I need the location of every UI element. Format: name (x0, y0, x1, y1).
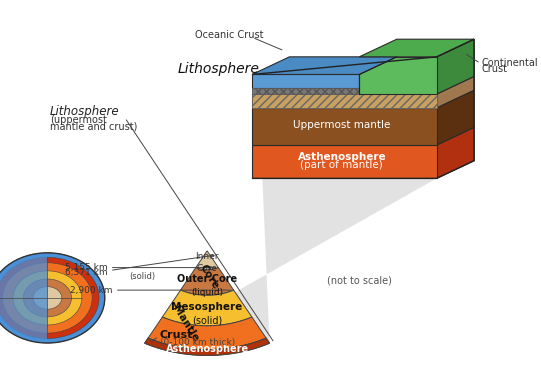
Polygon shape (437, 127, 474, 178)
Text: Core: Core (197, 264, 217, 273)
Text: (liquid): (liquid) (191, 288, 223, 297)
Polygon shape (0, 253, 48, 343)
Circle shape (0, 253, 105, 343)
Text: 5,155 km: 5,155 km (65, 263, 107, 272)
Text: (part of mantle): (part of mantle) (300, 160, 383, 170)
Text: Lithosphere: Lithosphere (50, 105, 120, 118)
Polygon shape (144, 338, 269, 356)
Text: 2,900 km: 2,900 km (70, 286, 113, 295)
Text: Continental: Continental (481, 58, 538, 68)
Text: Uppermost mantle: Uppermost mantle (293, 120, 391, 131)
Polygon shape (196, 251, 219, 270)
Polygon shape (148, 317, 266, 350)
Text: (not to scale): (not to scale) (327, 275, 392, 285)
Text: Crust: Crust (160, 330, 193, 340)
Polygon shape (252, 57, 397, 74)
Circle shape (33, 287, 62, 309)
Text: (solid): (solid) (129, 272, 155, 281)
Polygon shape (359, 57, 437, 94)
Circle shape (0, 258, 99, 339)
Text: Mesosphere: Mesosphere (171, 301, 243, 312)
Text: (solid): (solid) (192, 315, 222, 325)
Polygon shape (144, 171, 437, 343)
Text: Oceanic Crust: Oceanic Crust (195, 30, 264, 40)
Text: (0-100 km thick): (0-100 km thick) (160, 338, 235, 347)
Text: Crust: Crust (481, 64, 507, 74)
Polygon shape (437, 90, 474, 145)
Text: Outer Core: Outer Core (177, 274, 237, 284)
Text: mantle and crust): mantle and crust) (50, 121, 137, 131)
Text: Asthenosphere: Asthenosphere (166, 344, 249, 354)
Polygon shape (162, 290, 252, 326)
Polygon shape (359, 39, 474, 57)
Text: Mantle: Mantle (170, 304, 200, 343)
Text: Core: Core (198, 263, 221, 291)
Circle shape (3, 263, 92, 333)
Polygon shape (437, 39, 474, 94)
Polygon shape (252, 88, 359, 94)
Text: Inner: Inner (195, 252, 219, 261)
Text: (uppermost: (uppermost (50, 114, 107, 125)
Text: Asthenosphere: Asthenosphere (298, 152, 386, 162)
Polygon shape (252, 145, 437, 178)
Circle shape (23, 279, 71, 317)
Polygon shape (144, 338, 269, 356)
Text: Lithosphere: Lithosphere (177, 62, 259, 76)
Polygon shape (252, 108, 437, 145)
Polygon shape (181, 268, 234, 295)
Polygon shape (252, 94, 437, 108)
Polygon shape (252, 94, 437, 108)
Polygon shape (252, 88, 359, 94)
Circle shape (13, 271, 82, 325)
Polygon shape (252, 74, 359, 88)
Text: 6,371 km: 6,371 km (65, 268, 107, 277)
Polygon shape (437, 76, 474, 108)
